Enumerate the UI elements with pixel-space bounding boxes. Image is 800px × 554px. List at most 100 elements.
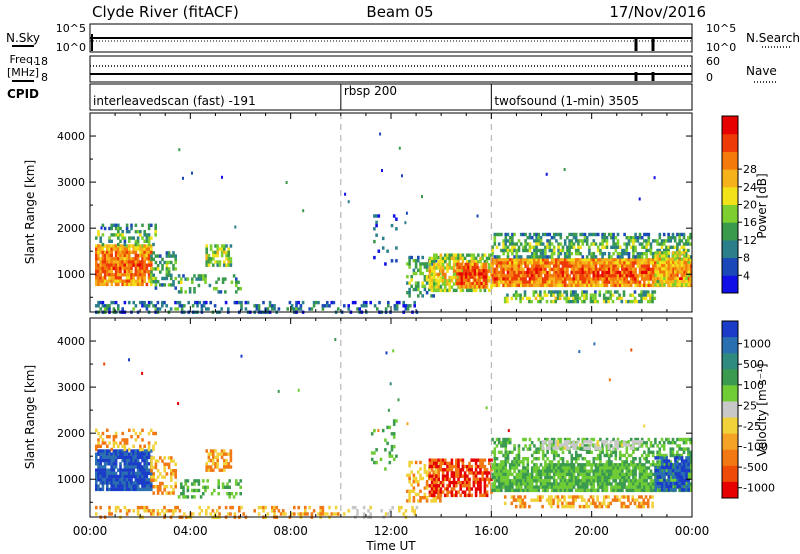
range-cell xyxy=(132,307,135,311)
range-cell xyxy=(592,252,596,256)
range-cell xyxy=(579,485,582,489)
range-cell xyxy=(585,450,589,454)
range-cell xyxy=(468,253,471,257)
range-cell xyxy=(467,265,470,270)
range-cell xyxy=(132,250,135,255)
range-cell xyxy=(408,476,411,481)
range-cell xyxy=(97,431,100,436)
range-cell xyxy=(590,267,593,272)
range-cell xyxy=(658,248,662,253)
cpid-segment-label: twofsound (1-min) 3505 xyxy=(494,94,639,108)
range-cell xyxy=(621,277,624,281)
range-cell xyxy=(375,223,378,228)
range-cell xyxy=(377,214,381,218)
range-cell xyxy=(406,281,409,285)
range-cell xyxy=(689,475,692,480)
range-cell xyxy=(581,463,585,467)
range-cell xyxy=(556,293,560,297)
range-cell xyxy=(196,304,199,308)
range-cell xyxy=(150,244,153,248)
range-cell xyxy=(479,484,482,488)
range-cell xyxy=(570,232,574,237)
range-cell xyxy=(154,260,158,265)
range-cell xyxy=(110,512,113,516)
range-cell xyxy=(574,280,578,284)
range-cell xyxy=(477,253,480,257)
sparse-echo xyxy=(404,221,407,225)
range-cell xyxy=(497,232,501,237)
range-cell xyxy=(589,296,593,301)
range-cell xyxy=(625,469,629,473)
range-cell xyxy=(517,270,521,275)
range-cell xyxy=(625,479,629,483)
range-cell xyxy=(150,462,153,466)
range-cell xyxy=(550,475,554,480)
range-cell xyxy=(609,293,613,297)
range-cell xyxy=(590,463,593,467)
range-cell xyxy=(433,282,436,286)
range-cell xyxy=(621,264,624,268)
range-cell xyxy=(596,463,600,467)
range-cell xyxy=(592,283,596,288)
range-cell xyxy=(493,232,497,237)
range-cell xyxy=(108,244,111,248)
range-cell xyxy=(150,456,153,460)
range-cell xyxy=(590,258,593,262)
range-cell xyxy=(125,260,129,264)
range-cell xyxy=(141,487,144,492)
range-cell xyxy=(671,236,675,240)
range-cell xyxy=(627,242,631,246)
sparse-echo xyxy=(381,169,383,172)
range-cell xyxy=(502,444,505,448)
range-cell xyxy=(673,479,677,483)
range-cell xyxy=(97,263,100,267)
range-cell xyxy=(557,460,560,464)
range-cell xyxy=(114,435,118,439)
range-cell xyxy=(95,263,98,267)
range-cell xyxy=(207,263,211,267)
range-cell xyxy=(504,466,508,470)
range-cell xyxy=(205,253,208,258)
range-cell xyxy=(210,492,214,496)
range-cell xyxy=(497,479,501,483)
range-cell xyxy=(552,466,556,470)
range-cell xyxy=(541,296,544,301)
range-cell xyxy=(112,223,116,227)
range-cell xyxy=(165,304,168,308)
range-cell xyxy=(214,462,217,466)
range-cell xyxy=(441,477,445,482)
range-cell xyxy=(634,232,637,237)
range-cell xyxy=(621,280,624,284)
range-cell xyxy=(488,477,491,482)
range-cell xyxy=(535,472,538,477)
range-cell xyxy=(539,485,543,489)
range-cell xyxy=(559,274,563,278)
range-cell xyxy=(406,291,409,295)
range-cell xyxy=(585,479,589,483)
range-cell xyxy=(103,282,107,287)
range-cell xyxy=(375,233,378,237)
range-cell xyxy=(548,482,552,486)
range-cell xyxy=(97,269,100,274)
range-cell xyxy=(106,279,109,283)
range-cell xyxy=(618,255,622,259)
colorbar-swatch xyxy=(722,169,738,188)
range-cell xyxy=(570,258,574,262)
range-cell xyxy=(555,469,558,473)
range-cell xyxy=(414,265,418,269)
range-cell xyxy=(526,485,530,489)
range-cell xyxy=(170,273,173,277)
range-cell xyxy=(643,277,646,281)
range-cell xyxy=(266,307,270,311)
range-cell xyxy=(621,469,624,473)
range-cell xyxy=(457,253,460,257)
range-cell xyxy=(594,472,598,477)
range-cell xyxy=(535,267,538,272)
range-cell xyxy=(455,493,458,498)
range-cell xyxy=(410,489,413,493)
range-cell xyxy=(572,236,576,240)
range-cell xyxy=(526,469,530,473)
range-cell xyxy=(601,479,604,483)
range-cell xyxy=(685,267,688,271)
